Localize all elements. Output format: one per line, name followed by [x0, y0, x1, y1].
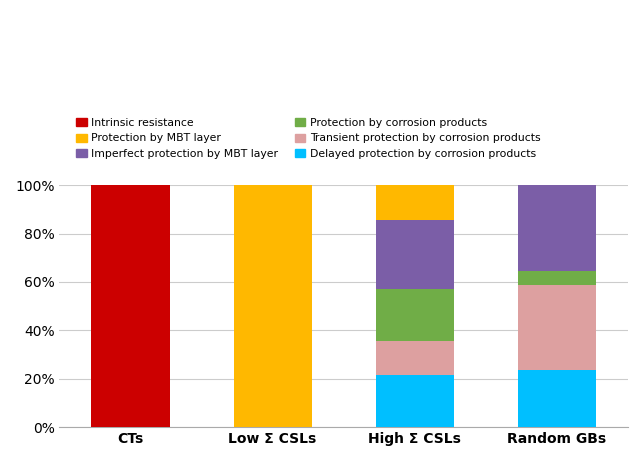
Legend: Intrinsic resistance, Protection by MBT layer, Imperfect protection by MBT layer: Intrinsic resistance, Protection by MBT …	[76, 118, 540, 159]
Bar	[376, 341, 454, 375]
Bar	[376, 220, 454, 289]
Bar	[376, 289, 454, 341]
Bar	[91, 185, 170, 427]
Bar	[376, 185, 454, 220]
Bar	[518, 285, 596, 370]
Bar	[518, 370, 596, 427]
Bar	[233, 185, 312, 427]
Bar	[518, 185, 596, 271]
Bar	[376, 375, 454, 427]
Bar	[518, 271, 596, 285]
